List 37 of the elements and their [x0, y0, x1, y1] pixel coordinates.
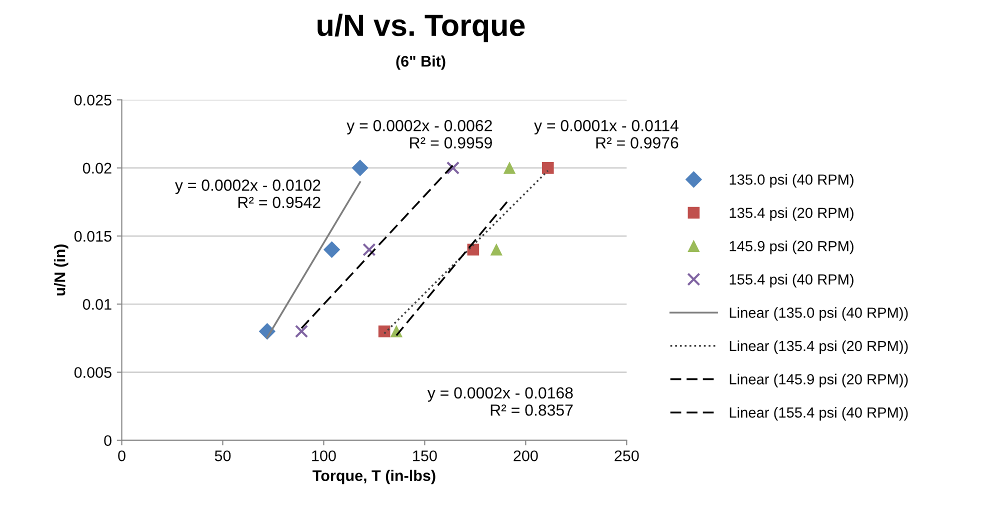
x-axis-title: Torque, T (in-lbs)	[312, 470, 436, 484]
legend-label: 155.4 psi (40 RPM)	[730, 274, 854, 288]
x-tick-label: 0	[118, 450, 126, 462]
legend-label: 145.9 psi (20 RPM)	[730, 240, 854, 254]
annotation: y = 0.0001x - 0.0114 R² = 0.9976	[534, 120, 678, 148]
x-tick-label: 150	[413, 450, 437, 462]
point	[294, 324, 308, 338]
legend-label: 135.4 psi (20 RPM)	[730, 207, 854, 221]
x-tick-label: 250	[614, 450, 639, 462]
y-tick-label: 0.02	[82, 162, 112, 174]
legend-label: Linear (135.0 psi (40 RPM))	[730, 307, 908, 321]
annotation: y = 0.0002x - 0.0062 R² = 0.9959	[346, 120, 492, 148]
point	[362, 243, 376, 256]
annotation: y = 0.0002x - 0.0168 R² = 0.8357	[427, 387, 573, 416]
y-tick-label: 0.015	[74, 230, 112, 242]
y-tick-label: 0.005	[74, 367, 112, 378]
y-tick-label: 0.01	[82, 298, 112, 310]
point	[446, 161, 460, 175]
point	[542, 162, 554, 174]
point	[324, 241, 340, 258]
point	[490, 244, 502, 256]
point	[352, 160, 368, 176]
legend-label: 135.0 psi (40 RPM)	[730, 174, 854, 188]
y-axis-title: u/N (in)	[54, 244, 68, 296]
legend-label: Linear (135.4 psi (20 RPM))	[730, 340, 908, 354]
y-tick-label: 0.025	[74, 94, 112, 106]
chart-subtitle: (6" Bit)	[396, 55, 446, 70]
chart-title: u/N vs. Torque	[318, 14, 525, 42]
x-tick-label: 100	[312, 450, 336, 462]
x-tick-label: 200	[514, 450, 538, 462]
x-tick-label: 50	[214, 450, 231, 462]
y-tick-label: 0	[104, 435, 112, 446]
legend-label: Linear (155.4 psi (40 RPM))	[730, 407, 908, 421]
legend-label: Linear (145.9 psi (20 RPM))	[730, 374, 908, 388]
annotation: y = 0.0002x - 0.0102 R² = 0.9542	[175, 180, 320, 208]
point	[378, 325, 390, 338]
point	[504, 162, 516, 174]
